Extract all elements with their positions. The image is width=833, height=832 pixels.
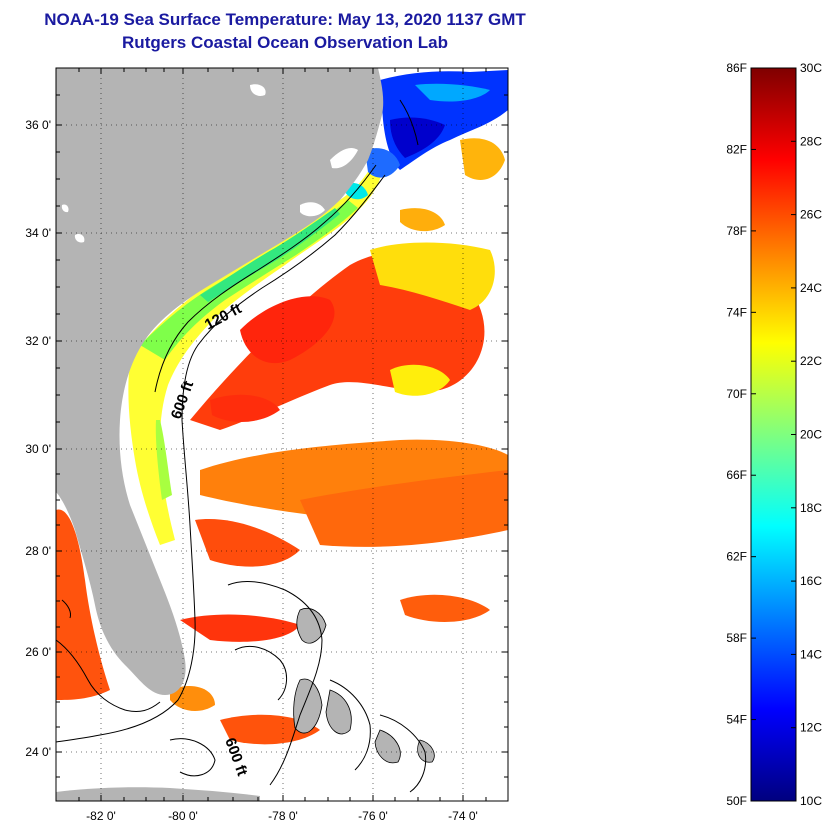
lat-label: 30 0' <box>25 442 51 456</box>
inland-lakes <box>61 204 85 243</box>
land-cuba <box>56 787 260 801</box>
sst-shelf-water <box>128 165 382 545</box>
graticule <box>56 68 508 801</box>
sound-waters <box>250 84 358 217</box>
sst-warm-patches <box>56 138 508 745</box>
lat-label: 34 0' <box>25 226 51 240</box>
lat-label: 26 0' <box>25 645 51 659</box>
longitude-labels: -82 0' -80 0' -78 0' -76 0' -74 0' <box>86 809 478 823</box>
lon-label: -82 0' <box>86 809 116 823</box>
lat-label: 24 0' <box>25 745 51 759</box>
lon-label: -80 0' <box>168 809 198 823</box>
sst-cold-water <box>345 70 508 200</box>
map-title: NOAA-19 Sea Surface Temperature: May 13,… <box>44 10 526 29</box>
map-frame <box>55 67 509 802</box>
latitude-labels: 36 0' 34 0' 32 0' 30 0' 28 0' 26 0' 24 0… <box>25 118 51 759</box>
lat-label: 36 0' <box>25 118 51 132</box>
lon-label: -76 0' <box>358 809 388 823</box>
lon-label: -74 0' <box>448 809 478 823</box>
lat-label: 32 0' <box>25 334 51 348</box>
land-mass <box>56 68 384 695</box>
lat-label: 28 0' <box>25 544 51 558</box>
lon-label: -78 0' <box>268 809 298 823</box>
bathymetry-contours <box>56 99 427 793</box>
bahamas-banks <box>293 608 435 764</box>
axis-ticks <box>56 68 508 801</box>
map-subtitle: Rutgers Coastal Ocean Observation Lab <box>122 33 448 52</box>
